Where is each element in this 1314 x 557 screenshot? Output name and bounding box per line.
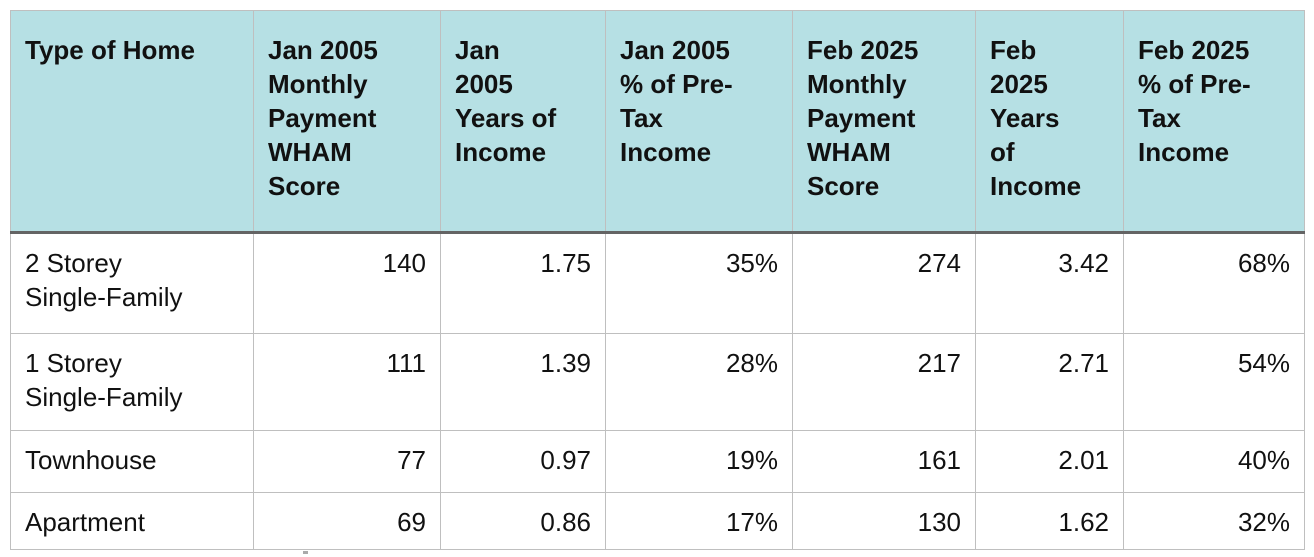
col-header-feb-2025-years-of-income: Feb 2025 Years of Income [975, 10, 1124, 234]
jan-2005-years-of-income-cell: 0.97 [440, 430, 606, 493]
jan-2005-wham-score-cell: 111 [253, 333, 441, 431]
jan-2005-pct-pretax-income-cell: 35% [605, 232, 793, 334]
feb-2025-wham-score-cell: 274 [792, 232, 976, 334]
table-row-2-storey-single-family: 2 Storey Single-Family 140 1.75 35% 274 … [10, 232, 1305, 334]
feb-2025-years-of-income-cell: 1.62 [975, 492, 1124, 550]
feb-2025-years-of-income-cell: 2.71 [975, 333, 1124, 431]
jan-2005-wham-score-cell: 140 [253, 232, 441, 334]
col-header-jan-2005-pct-pretax-income: Jan 2005 % of Pre- Tax Income [605, 10, 793, 234]
table-row-1-storey-single-family: 1 Storey Single-Family 111 1.39 28% 217 … [10, 333, 1305, 431]
home-type-cell: 2 Storey Single-Family [10, 232, 254, 334]
feb-2025-wham-score-cell: 217 [792, 333, 976, 431]
jan-2005-years-of-income-cell: 1.39 [440, 333, 606, 431]
feb-2025-pct-pretax-income-cell: 54% [1123, 333, 1305, 431]
col-header-feb-2025-pct-pretax-income: Feb 2025 % of Pre- Tax Income [1123, 10, 1305, 234]
feb-2025-pct-pretax-income-cell: 68% [1123, 232, 1305, 334]
feb-2025-wham-score-cell: 161 [792, 430, 976, 493]
feb-2025-pct-pretax-income-cell: 40% [1123, 430, 1305, 493]
jan-2005-years-of-income-cell: 0.86 [440, 492, 606, 550]
jan-2005-wham-score-cell: 69 [253, 492, 441, 550]
wham-score-table: Type of Home Jan 2005 Monthly Payment WH… [10, 10, 1305, 550]
jan-2005-wham-score-cell: 77 [253, 430, 441, 493]
table-header-row: Type of Home Jan 2005 Monthly Payment WH… [10, 10, 1305, 234]
col-header-feb-2025-wham-score: Feb 2025 Monthly Payment WHAM Score [792, 10, 976, 234]
feb-2025-pct-pretax-income-cell: 32% [1123, 492, 1305, 550]
col-header-type-of-home: Type of Home [10, 10, 254, 234]
document-page: Type of Home Jan 2005 Monthly Payment WH… [10, 10, 1305, 550]
jan-2005-pct-pretax-income-cell: 19% [605, 430, 793, 493]
table-row-apartment: Apartment 69 0.86 17% 130 1.62 32% [10, 492, 1305, 550]
home-type-cell: 1 Storey Single-Family [10, 333, 254, 431]
feb-2025-years-of-income-cell: 3.42 [975, 232, 1124, 334]
feb-2025-years-of-income-cell: 2.01 [975, 430, 1124, 493]
table-row-townhouse: Townhouse 77 0.97 19% 161 2.01 40% [10, 430, 1305, 493]
col-header-jan-2005-years-of-income: Jan 2005 Years of Income [440, 10, 606, 234]
home-type-cell: Apartment [10, 492, 254, 550]
home-type-cell: Townhouse [10, 430, 254, 493]
jan-2005-pct-pretax-income-cell: 17% [605, 492, 793, 550]
col-header-jan-2005-wham-score: Jan 2005 Monthly Payment WHAM Score [253, 10, 441, 234]
cropped-content-fragment [303, 551, 308, 554]
jan-2005-years-of-income-cell: 1.75 [440, 232, 606, 334]
feb-2025-wham-score-cell: 130 [792, 492, 976, 550]
jan-2005-pct-pretax-income-cell: 28% [605, 333, 793, 431]
